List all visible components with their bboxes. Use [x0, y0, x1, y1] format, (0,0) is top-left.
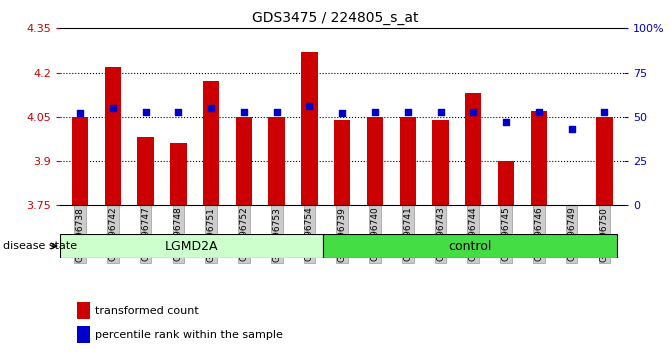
Point	[173, 109, 184, 114]
Bar	[531, 111, 547, 205]
Point	[140, 109, 151, 114]
Bar	[334, 120, 350, 205]
Text: transformed count: transformed count	[95, 306, 199, 316]
Bar	[138, 137, 154, 205]
Point	[271, 109, 282, 114]
Bar	[170, 143, 187, 205]
Text: control: control	[448, 240, 492, 252]
Point	[74, 110, 85, 116]
Text: GDS3475 / 224805_s_at: GDS3475 / 224805_s_at	[252, 11, 419, 25]
Bar	[268, 117, 285, 205]
Point	[370, 109, 380, 114]
Point	[468, 109, 478, 114]
Bar	[77, 326, 90, 343]
Point	[501, 119, 511, 125]
Bar	[367, 117, 383, 205]
Text: disease state: disease state	[3, 241, 77, 251]
Bar	[465, 93, 482, 205]
Bar	[203, 81, 219, 205]
Point	[599, 109, 610, 114]
Point	[435, 109, 446, 114]
Bar	[399, 117, 416, 205]
Point	[533, 109, 544, 114]
Point	[238, 109, 249, 114]
Bar	[60, 234, 323, 258]
Bar	[323, 234, 617, 258]
Text: LGMD2A: LGMD2A	[164, 240, 218, 252]
Point	[206, 105, 217, 111]
Text: percentile rank within the sample: percentile rank within the sample	[95, 330, 283, 340]
Bar	[301, 52, 317, 205]
Point	[566, 126, 577, 132]
Point	[403, 109, 413, 114]
Bar	[236, 117, 252, 205]
Point	[304, 103, 315, 109]
Bar	[105, 67, 121, 205]
Bar	[596, 117, 613, 205]
Point	[337, 110, 348, 116]
Point	[107, 105, 118, 111]
Bar	[432, 120, 449, 205]
Bar	[498, 161, 514, 205]
Bar	[77, 302, 90, 319]
Bar	[72, 117, 89, 205]
